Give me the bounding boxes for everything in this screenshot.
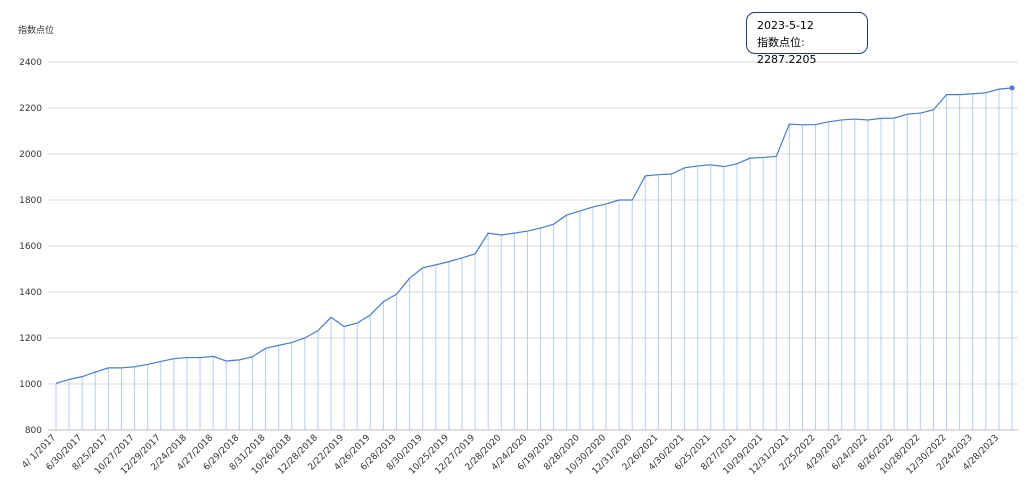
y-tick-label: 2000 bbox=[19, 150, 42, 160]
highlight-point bbox=[1009, 85, 1015, 91]
y-tick-label: 1200 bbox=[19, 334, 42, 344]
y-tick-label: 2200 bbox=[19, 104, 42, 114]
y-tick-label: 1000 bbox=[19, 380, 42, 390]
y-tick-label: 2400 bbox=[19, 58, 42, 68]
y-tick-label: 1600 bbox=[19, 242, 42, 252]
y-tick-label: 1400 bbox=[19, 288, 42, 298]
y-axis-label: 指数点位 bbox=[18, 24, 54, 36]
y-tick-label: 1800 bbox=[19, 196, 42, 206]
y-tick-label: 800 bbox=[25, 426, 42, 436]
tooltip-text: 指数点位: 2287.2205 bbox=[757, 36, 817, 66]
tooltip-title: 2023-5-12 bbox=[757, 19, 814, 32]
tooltip: 2023-5-12 指数点位: 2287.2205 bbox=[746, 12, 868, 66]
data-line bbox=[55, 87, 1013, 384]
